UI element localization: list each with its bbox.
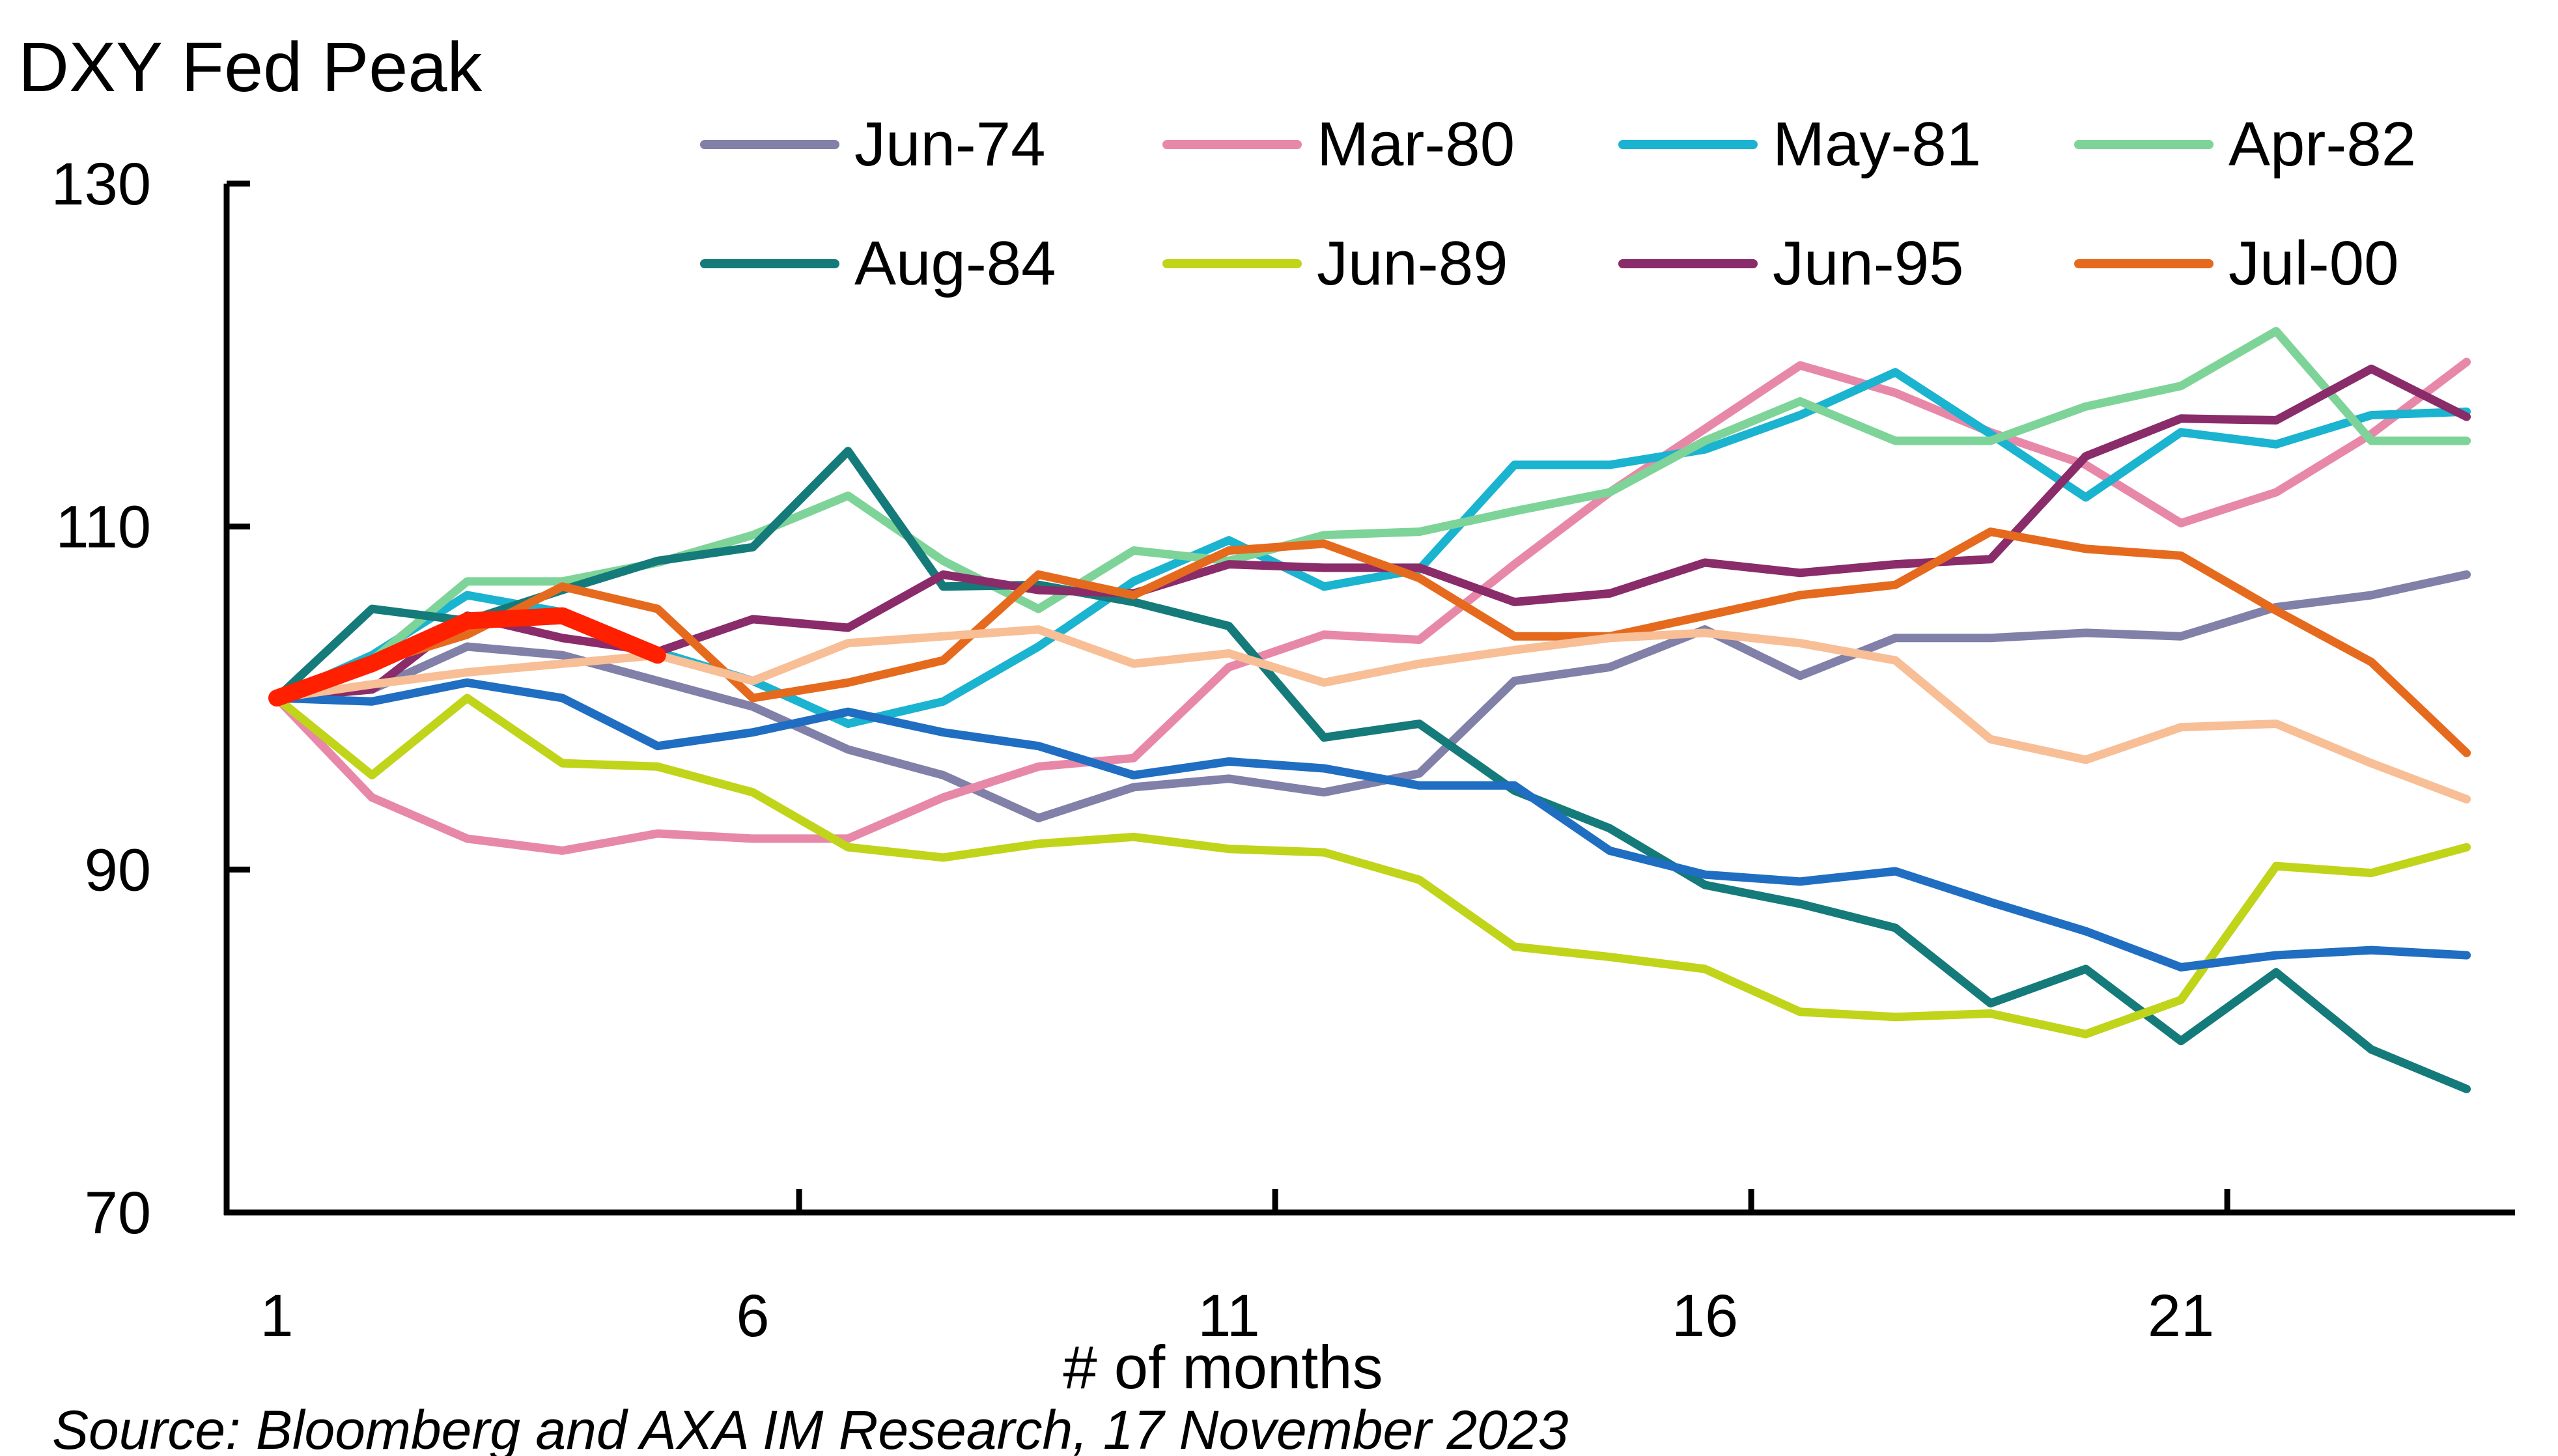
legend-entry: Jul-00 bbox=[2074, 229, 2398, 298]
legend-label: Jun-89 bbox=[1317, 229, 1508, 298]
legend-entry: Apr-82 bbox=[2074, 109, 2416, 179]
series-line-jun-74 bbox=[272, 570, 2471, 822]
legend-entry: Jun-74 bbox=[700, 109, 1046, 179]
legend-label: May-81 bbox=[1773, 109, 1981, 179]
legend-entry: Mar-80 bbox=[1162, 109, 1515, 179]
legend: Jun-74 Mar-80 May-81 Apr-82 Aug-84 Jun-89 Jun-… bbox=[700, 109, 2416, 298]
y-tick-label: 70 bbox=[85, 1180, 151, 1246]
legend-label: Mar-80 bbox=[1317, 109, 1515, 179]
source-note: Source: Bloomberg and AXA IM Research, 1… bbox=[52, 1399, 1568, 1456]
legend-label: Apr-82 bbox=[2228, 109, 2416, 179]
y-tick-label: 130 bbox=[51, 151, 152, 217]
series-line-jun-89 bbox=[272, 693, 2471, 1039]
series-line-mar-80 bbox=[272, 357, 2471, 855]
legend-label: Jun-95 bbox=[1773, 229, 1964, 298]
x-tick-label: 1 bbox=[260, 1283, 293, 1349]
legend-label: Jul-00 bbox=[2228, 229, 2398, 298]
legend-label: Aug-84 bbox=[854, 229, 1056, 298]
x-tick-label: 16 bbox=[1672, 1283, 1738, 1349]
x-tick-label: 11 bbox=[1198, 1283, 1260, 1349]
series-line-jul-00 bbox=[272, 527, 2471, 757]
x-tick-label: 6 bbox=[736, 1283, 769, 1349]
legend-entry: Aug-84 bbox=[700, 229, 1056, 298]
series-line-current bbox=[268, 607, 666, 707]
chart-title: DXY Fed Peak bbox=[18, 27, 483, 106]
series-line-aug-84 bbox=[272, 447, 2471, 1093]
y-tick-label: 110 bbox=[55, 494, 151, 561]
y-tick-label: 90 bbox=[85, 837, 151, 903]
legend-entry: Jun-95 bbox=[1618, 229, 1964, 298]
legend-label: Jun-74 bbox=[854, 109, 1046, 179]
legend-entry: May-81 bbox=[1618, 109, 1981, 179]
x-axis-label: # of months bbox=[1063, 1333, 1383, 1401]
x-tick-label: 21 bbox=[2148, 1283, 2214, 1349]
legend-entry: Jun-89 bbox=[1162, 229, 1508, 298]
series-line-blue bbox=[272, 678, 2471, 972]
